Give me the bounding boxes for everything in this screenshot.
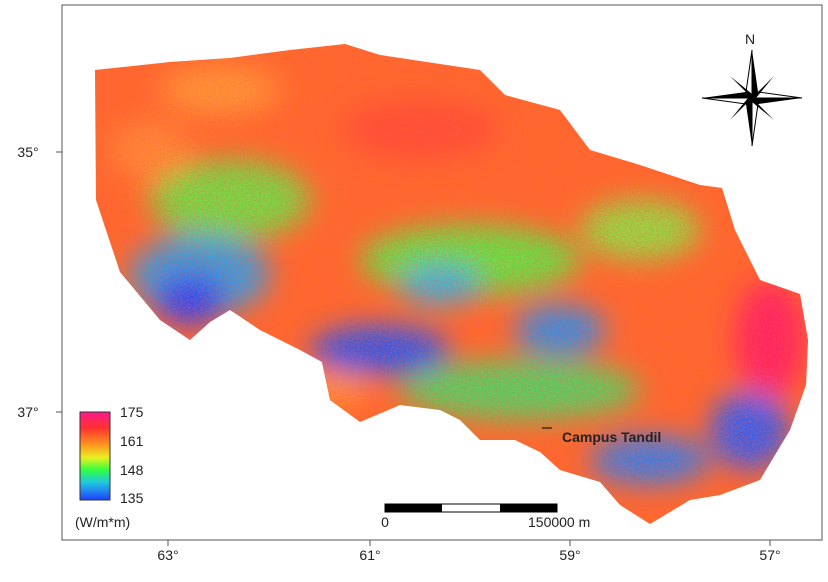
scale-end: 150000 m <box>528 514 590 530</box>
legend-label: 175 <box>120 404 144 420</box>
legend-unit: (W/m*m) <box>75 514 130 530</box>
place-label: Campus Tandil <box>562 429 661 445</box>
map: 63° 61° 59° 57° 35° 37° N Campus Tandil … <box>0 0 828 577</box>
legend-label: 148 <box>120 462 144 478</box>
lon-label: 61° <box>359 547 380 563</box>
legend-label: 161 <box>120 433 144 449</box>
lat-label: 35° <box>17 144 38 160</box>
lon-label: 63° <box>157 547 178 563</box>
lon-label: 59° <box>559 547 580 563</box>
scale-bar <box>385 504 557 512</box>
north-label: N <box>745 31 755 47</box>
legend-label: 135 <box>120 490 144 506</box>
legend-bar <box>80 412 110 500</box>
scale-start: 0 <box>381 514 389 530</box>
lat-label: 37° <box>17 404 38 420</box>
lon-label: 57° <box>759 547 780 563</box>
